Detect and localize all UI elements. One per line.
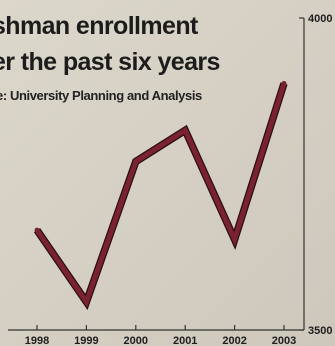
x-tick-label: 2000 [124,335,148,346]
x-tick-label: 2001 [173,335,197,346]
data-point-1998 [34,227,40,233]
x-tick-label: 2002 [222,335,246,346]
data-point-2000 [133,159,139,165]
y-tick-label: 3500 [308,325,332,337]
x-tick-label: 2003 [272,335,296,346]
series-line [34,82,287,308]
y-tick-label: 4000 [308,13,332,25]
x-tick-label: 1998 [25,335,49,346]
x-axis-ticks: 1998 1999 2000 2001 2002 2003 [25,325,296,346]
chart-source: e: University Planning and Analysis [0,88,202,103]
x-tick-label: 1999 [74,335,98,346]
data-point-2002 [232,237,238,243]
data-point-2003 [281,81,287,87]
chart-title-line-2: er the past six years [0,48,220,76]
data-point-1999 [83,299,89,305]
data-series [33,81,288,311]
chart-title-line-1: shman enrollment [0,12,198,40]
data-point-2001 [182,127,188,133]
y-axis-ticks: 4000 3500 [299,13,332,337]
